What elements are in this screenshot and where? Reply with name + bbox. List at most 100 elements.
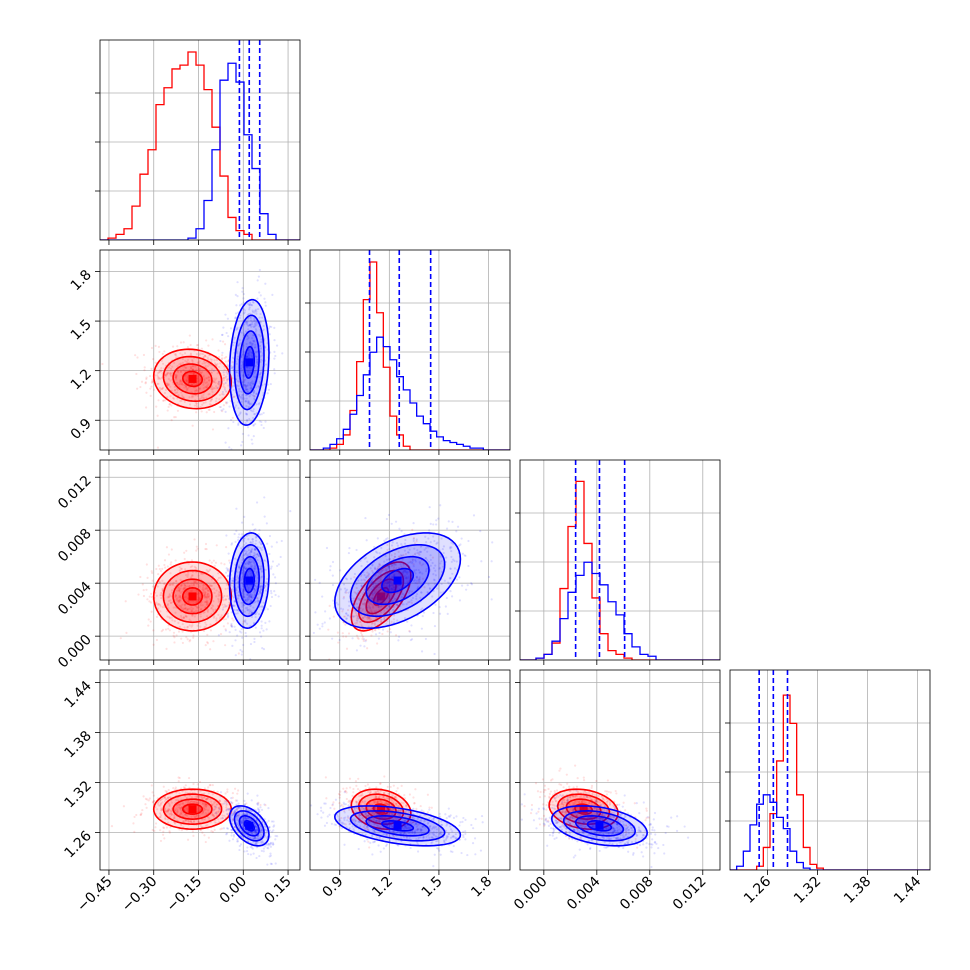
scatter-point	[208, 559, 211, 562]
scatter-point	[188, 403, 192, 406]
scatter-point	[201, 796, 204, 799]
scatter-point	[235, 578, 238, 581]
scatter-point	[168, 583, 172, 586]
density-peak	[393, 576, 402, 585]
scatter-point	[179, 370, 182, 373]
scatter-point	[240, 395, 243, 398]
scatter-point	[241, 826, 245, 829]
scatter-point	[449, 547, 452, 550]
scatter-point	[196, 809, 199, 813]
scatter-point	[260, 584, 263, 588]
scatter-point	[231, 814, 235, 817]
scatter-point	[167, 405, 170, 409]
scatter-point	[183, 551, 186, 554]
scatter-point	[247, 808, 251, 811]
scatter-point	[460, 537, 463, 540]
scatter-point	[241, 622, 245, 625]
scatter-point	[254, 308, 258, 311]
scatter-point	[185, 379, 188, 382]
scatter-point	[379, 605, 383, 608]
scatter-point	[407, 575, 410, 578]
scatter-point	[249, 658, 252, 660]
scatter-point	[246, 335, 249, 338]
scatter-point	[250, 565, 253, 568]
scatter-point	[203, 595, 206, 599]
scatter-point	[420, 591, 423, 594]
scatter-point	[226, 364, 229, 368]
scatter-point	[229, 399, 232, 402]
scatter-point	[203, 803, 207, 806]
scatter-point	[250, 386, 253, 389]
scatter-point	[205, 547, 208, 551]
scatter-point	[247, 354, 250, 358]
scatter-point	[244, 542, 248, 545]
scatter-point	[212, 369, 215, 372]
scatter-point	[367, 616, 370, 620]
scatter-point	[174, 375, 177, 378]
scatter-point	[166, 809, 170, 812]
scatter-point	[234, 316, 237, 319]
scatter-point	[184, 359, 187, 363]
scatter-point	[230, 624, 233, 627]
scatter-point	[245, 405, 248, 408]
scatter-point	[353, 615, 357, 618]
scatter-point	[383, 560, 386, 563]
scatter-point	[379, 618, 382, 621]
scatter-point	[199, 371, 202, 374]
scatter-point	[162, 826, 166, 830]
scatter-point	[237, 344, 240, 347]
scatter-point	[245, 829, 248, 832]
scatter-point	[377, 600, 380, 604]
scatter-point	[149, 387, 152, 390]
scatter-point	[259, 360, 262, 364]
scatter-point	[223, 799, 226, 803]
scatter-point	[387, 575, 391, 579]
scatter-point	[427, 546, 430, 549]
scatter-point	[166, 796, 170, 799]
scatter-point	[393, 552, 397, 555]
scatter-point	[216, 362, 219, 366]
scatter-point	[256, 837, 259, 840]
scatter-point	[346, 614, 349, 617]
scatter-point	[219, 828, 222, 831]
scatter-point	[455, 578, 459, 581]
scatter-point	[181, 383, 184, 386]
scatter-point	[233, 600, 236, 603]
scatter-point	[228, 561, 232, 564]
scatter-point	[204, 818, 207, 821]
scatter-point	[211, 793, 214, 796]
scatter-point	[352, 615, 355, 618]
scatter-point	[125, 631, 128, 635]
scatter-point	[277, 563, 280, 566]
scatter-point	[211, 390, 214, 393]
scatter-point	[240, 400, 243, 403]
scatter-point	[203, 796, 206, 799]
scatter-point	[248, 303, 251, 306]
scatter-point	[159, 802, 163, 805]
scatter-point	[369, 606, 372, 609]
scatter-point	[167, 596, 171, 599]
scatter-point	[363, 602, 366, 605]
scatter-point	[218, 393, 221, 397]
scatter-point	[251, 380, 254, 383]
scatter-point	[254, 830, 257, 833]
scatter-point	[230, 569, 234, 572]
scatter-point	[367, 575, 370, 578]
scatter-point	[361, 617, 364, 620]
scatter-point	[203, 380, 206, 383]
scatter-point	[374, 613, 377, 616]
scatter-point	[269, 841, 272, 844]
scatter-point	[205, 568, 208, 572]
scatter-point	[148, 797, 151, 800]
scatter-point	[240, 303, 243, 306]
scatter-point	[466, 584, 469, 587]
scatter-point	[386, 565, 389, 568]
scatter-point	[224, 401, 228, 404]
scatter-point	[360, 585, 364, 588]
scatter-point	[241, 374, 245, 377]
scatter-point	[244, 607, 247, 610]
scatter-point	[150, 367, 153, 370]
scatter-point	[230, 594, 233, 598]
scatter-point	[191, 424, 194, 427]
panel-content	[110, 776, 279, 866]
